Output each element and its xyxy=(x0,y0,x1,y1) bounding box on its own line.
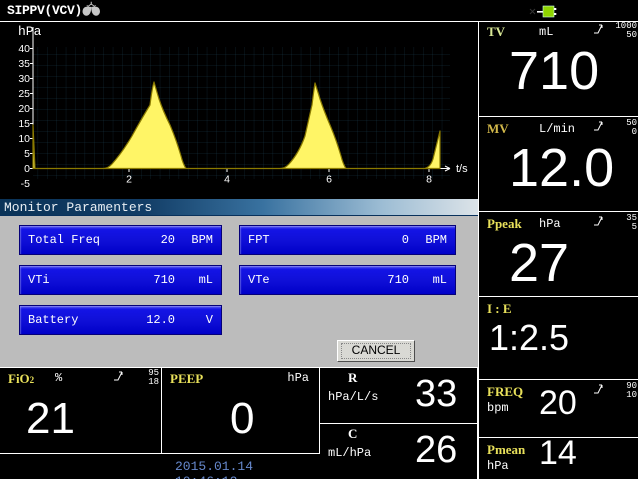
svg-text:0: 0 xyxy=(24,163,30,175)
svg-text:25: 25 xyxy=(18,88,30,100)
svg-text:2: 2 xyxy=(126,174,132,186)
svg-text:35: 35 xyxy=(18,58,30,70)
svg-text:15: 15 xyxy=(18,118,30,130)
svg-text:5: 5 xyxy=(24,148,30,160)
svg-text:6: 6 xyxy=(326,174,332,186)
svg-text:30: 30 xyxy=(18,73,30,85)
svg-text:4: 4 xyxy=(224,174,230,186)
svg-text:8: 8 xyxy=(426,174,432,186)
svg-text:10: 10 xyxy=(18,133,30,145)
svg-text:20: 20 xyxy=(18,103,30,115)
svg-text:40: 40 xyxy=(18,43,30,55)
svg-text:-5: -5 xyxy=(21,178,30,190)
svg-text:t/s: t/s xyxy=(456,163,468,175)
